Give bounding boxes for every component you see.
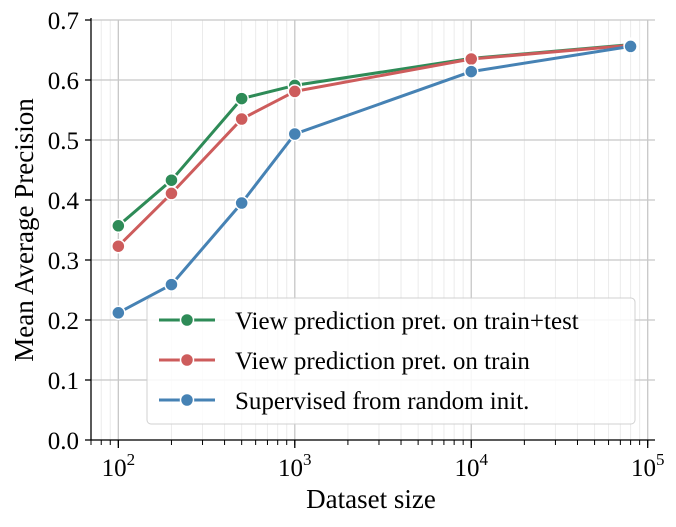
- data-point: [234, 111, 249, 127]
- data-point: [111, 305, 126, 321]
- x-tick-label: 104: [454, 450, 488, 482]
- legend-label: View prediction pret. on train: [235, 348, 530, 375]
- axes: 0.0 0.1 0.2 0.3 0.4 0.5 0.6 0.7 102 103 104 105: [48, 8, 665, 482]
- legend: View prediction pret. on train+test View …: [146, 297, 636, 425]
- y-tick-label: 0.0: [48, 428, 79, 455]
- data-point: [463, 51, 479, 67]
- data-point: [164, 277, 179, 292]
- legend-marker: [179, 312, 195, 328]
- legend-marker: [179, 352, 195, 368]
- legend-marker: [179, 392, 195, 408]
- y-tick-label: 0.7: [48, 8, 79, 35]
- x-axis-label: Dataset size: [306, 484, 436, 514]
- legend-label: View prediction pret. on train+test: [235, 308, 579, 335]
- series-line-3: [117, 44, 631, 315]
- data-point: [164, 186, 179, 201]
- y-tick-label: 0.6: [48, 68, 79, 95]
- y-axis-label: Mean Average Precision: [9, 98, 39, 362]
- y-tick-label: 0.3: [48, 248, 79, 275]
- y-tick-label: 0.5: [48, 128, 79, 155]
- y-tick-label: 0.1: [48, 368, 79, 395]
- data-point: [234, 195, 249, 211]
- data-point: [111, 218, 126, 234]
- x-tick-label: 105: [631, 450, 665, 482]
- data-point: [164, 172, 179, 188]
- data-point: [234, 91, 249, 106]
- data-point: [287, 126, 303, 142]
- y-tick-label: 0.2: [48, 308, 79, 335]
- series-layer: [111, 37, 638, 321]
- x-tick-label: 103: [278, 450, 312, 482]
- series-line-1: [117, 43, 631, 227]
- data-point: [287, 84, 303, 99]
- data-point: [463, 64, 479, 79]
- data-point: [623, 39, 638, 54]
- y-tick-label: 0.4: [48, 188, 80, 215]
- legend-box: [146, 297, 636, 425]
- legend-label: Supervised from random init.: [235, 388, 529, 415]
- series-line-2: [117, 43, 631, 248]
- data-point: [111, 238, 126, 254]
- x-tick-label: 102: [102, 450, 136, 482]
